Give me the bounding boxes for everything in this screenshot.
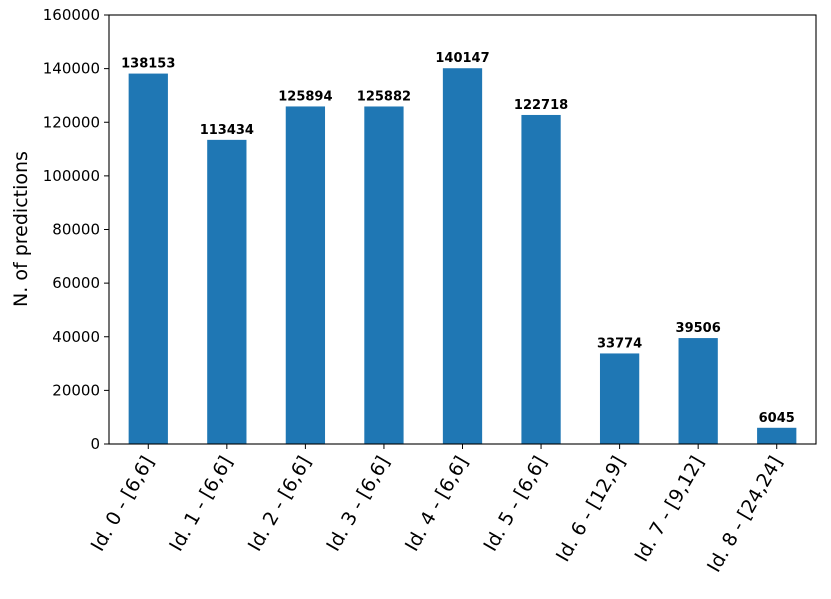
bar: [207, 139, 247, 444]
x-tick-label: Id. 5 - [6,6]: [479, 453, 551, 556]
y-tick-label: 60000: [52, 274, 100, 292]
plot-area: 138153 113434 125894 125882 140147 122718 3377…: [43, 6, 817, 577]
y-tick-label: 100000: [43, 167, 100, 185]
bar: [757, 427, 797, 444]
x-tick-label: Id. 2 - [6,6]: [244, 453, 316, 556]
x-tick-label: Id. 0 - [6,6]: [87, 453, 159, 556]
y-tick-label: 120000: [43, 113, 100, 131]
y-tick-label: 140000: [43, 60, 100, 78]
bar: [285, 106, 326, 444]
y-tick-label: 0: [90, 435, 100, 453]
x-tick-label: Id. 7 - [9,12]: [630, 453, 708, 566]
y-tick-label: 20000: [52, 381, 100, 399]
bar: [521, 114, 561, 444]
y-tick-label: 40000: [52, 328, 100, 346]
bar: [678, 338, 718, 444]
y-tick-label: 160000: [43, 6, 100, 24]
bar-value-label: 125882: [357, 89, 411, 104]
bar-value-label: 33774: [597, 336, 642, 351]
y-tick-label: 80000: [52, 221, 100, 239]
bar-value-label: 138153: [121, 57, 175, 72]
x-tick-label: Id. 8 - [24,24]: [703, 453, 787, 577]
x-tick-label: Id. 3 - [6,6]: [322, 453, 394, 556]
bar: [442, 68, 483, 444]
bar-value-label: 125894: [278, 89, 332, 104]
bar-value-label: 113434: [200, 123, 254, 138]
x-tick-label: Id. 4 - [6,6]: [401, 453, 473, 556]
bar-value-label: 122718: [514, 98, 568, 113]
x-tick-label: Id. 1 - [6,6]: [165, 453, 237, 556]
bar-value-label: 39506: [676, 321, 721, 336]
bar: [128, 73, 168, 444]
bar: [599, 353, 640, 444]
x-tick-label: Id. 6 - [12,9]: [552, 453, 630, 566]
bar-value-label: 6045: [759, 411, 795, 426]
bar: [364, 106, 404, 445]
y-axis-label: N. of predictions: [10, 151, 32, 307]
bar-value-label: 140147: [435, 51, 489, 66]
